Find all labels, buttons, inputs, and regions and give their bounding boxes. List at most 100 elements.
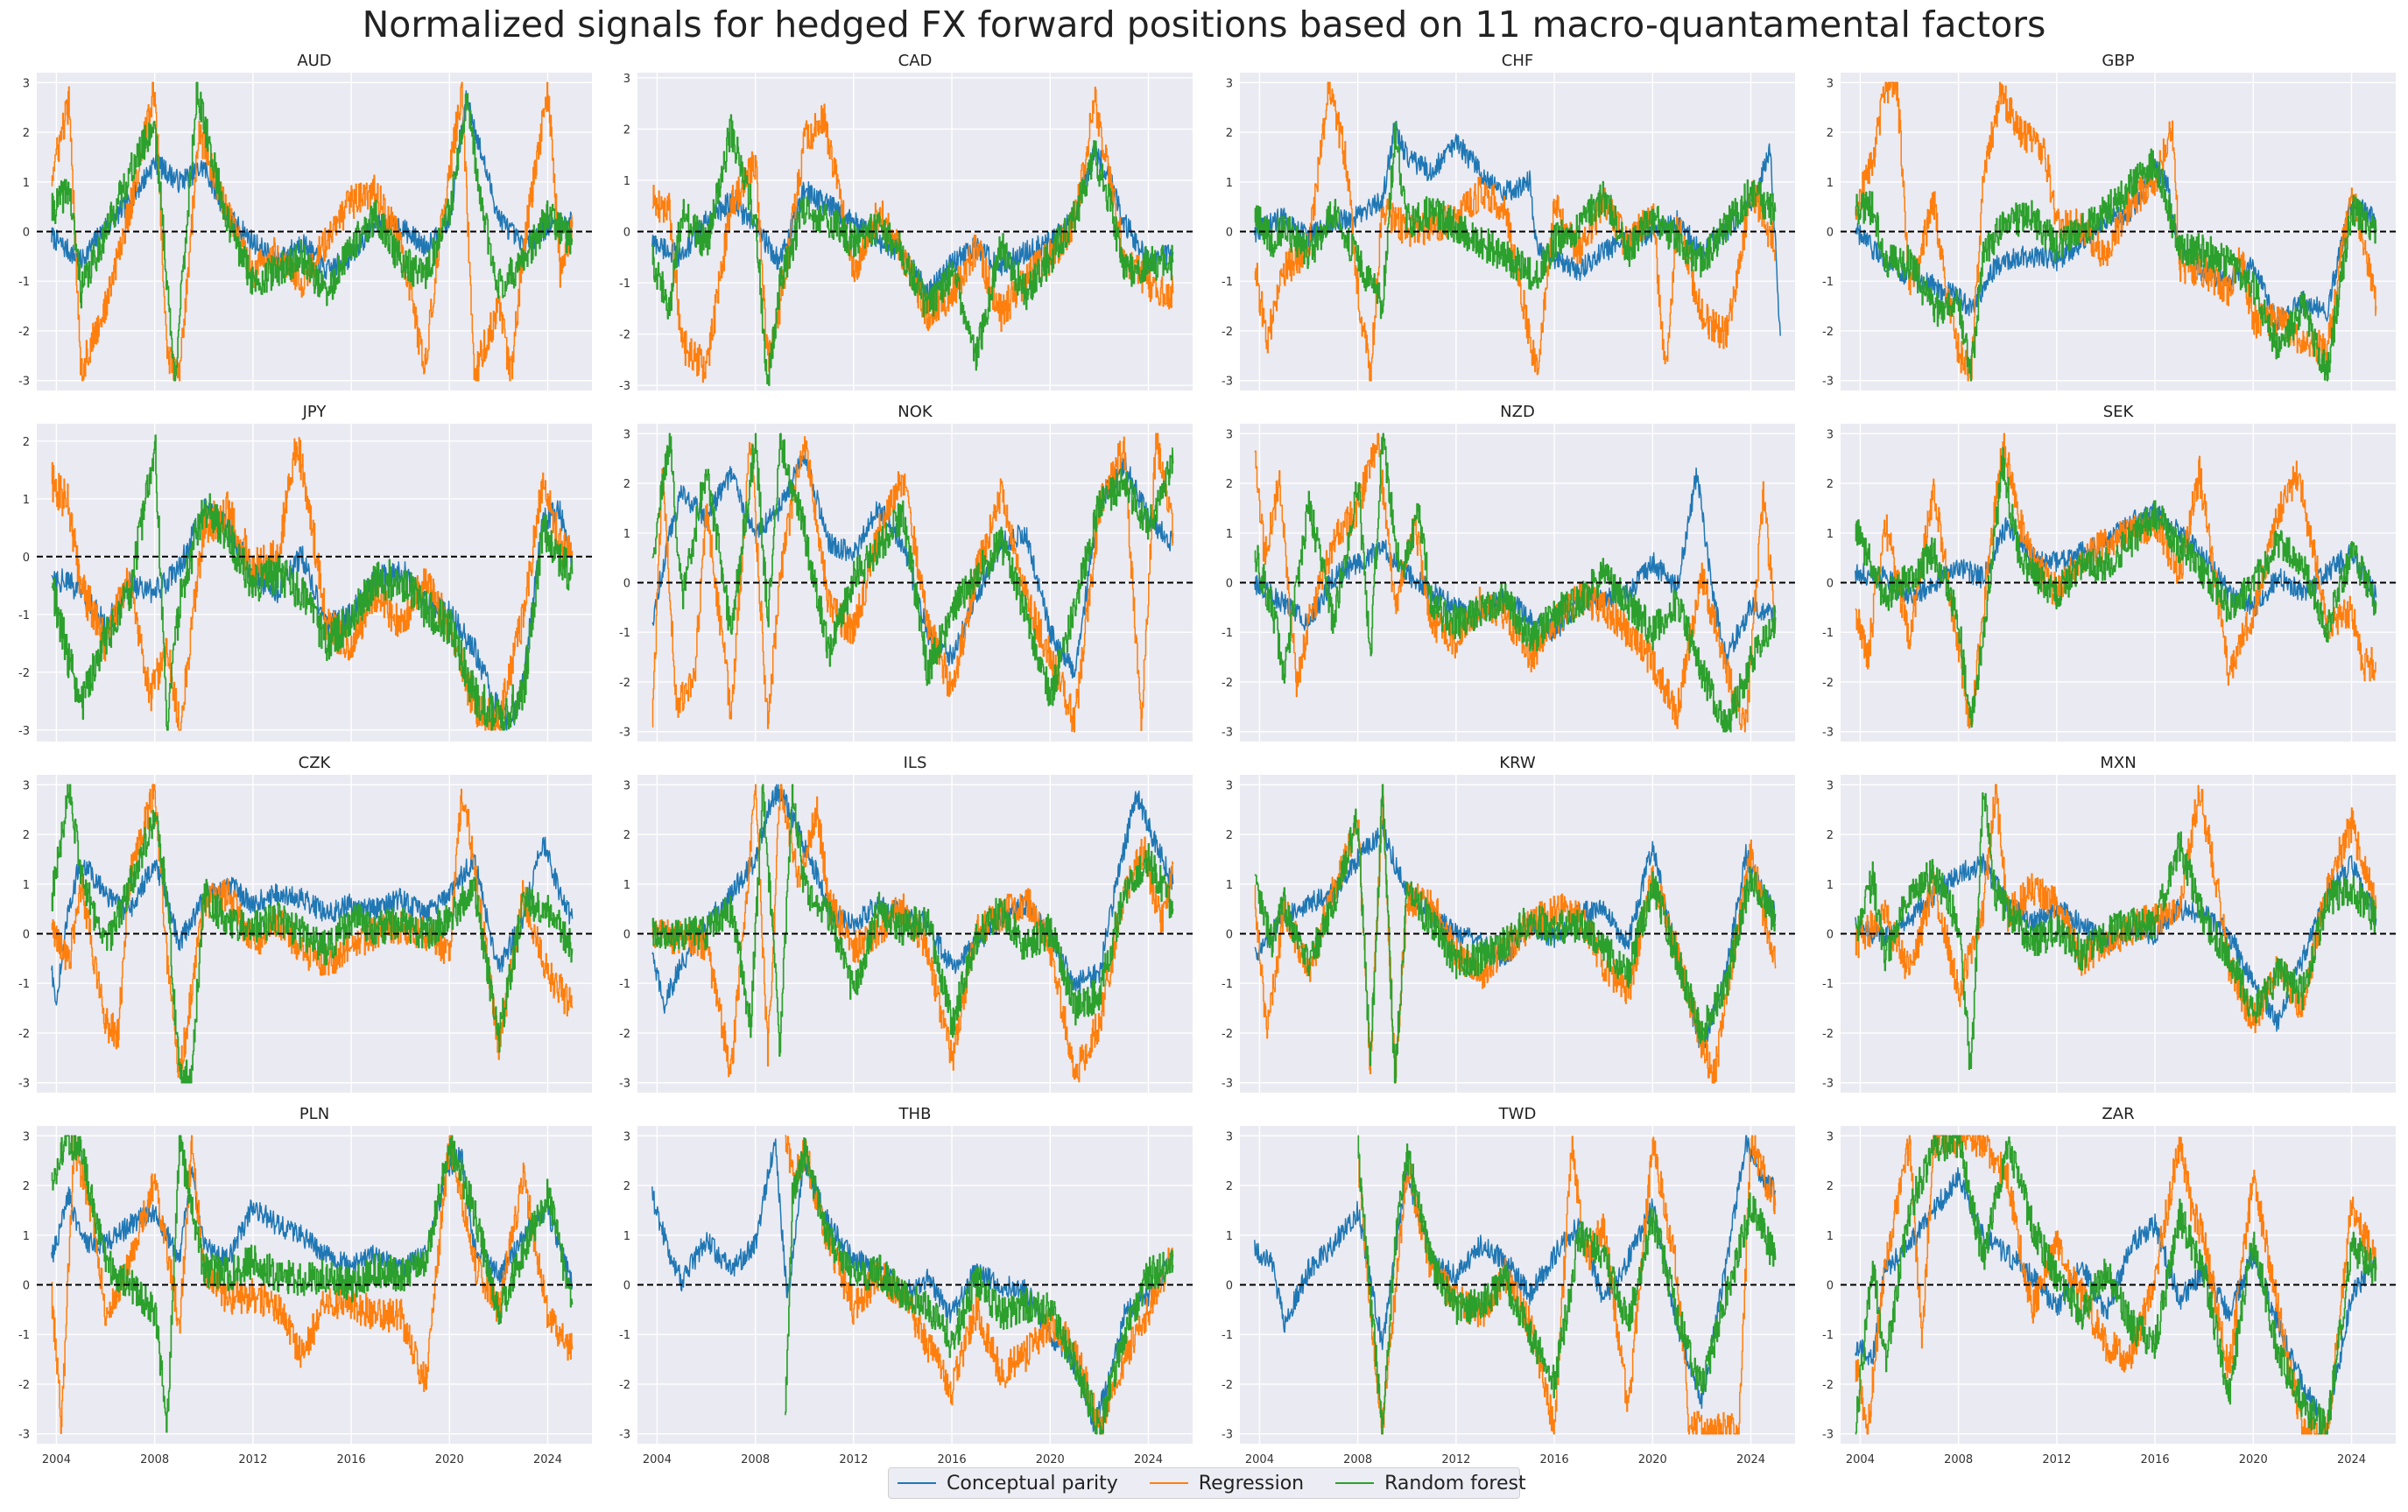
y-tick-label: -1	[1222, 978, 1233, 991]
panel-krw: 3 2 1 0 -1 -2 -3 KRW	[1222, 754, 1795, 1093]
y-tick-label: 1	[1226, 879, 1233, 892]
series-line-conceptual-parity	[51, 836, 574, 1006]
y-tick-label: 1	[23, 879, 30, 892]
x-tick-label: 2004	[1245, 1453, 1274, 1466]
y-tick-label: -2	[619, 1028, 630, 1041]
y-tick-label: 0	[23, 552, 30, 565]
series-line-random-forest	[1357, 1135, 1777, 1435]
series-line-random-forest	[651, 114, 1174, 386]
series-line-regression	[1357, 1135, 1777, 1435]
legend-swatch-regression	[1149, 1482, 1188, 1484]
y-tick-label: 2	[1827, 478, 1834, 491]
y-tick-label: 0	[23, 1280, 30, 1293]
y-tick-label: -3	[1822, 727, 1834, 740]
x-tick-label: 2012	[2042, 1453, 2071, 1466]
y-tick-label: 2	[623, 123, 630, 137]
y-tick-label: -1	[18, 609, 30, 622]
y-tick-label: -1	[1822, 1329, 1834, 1342]
y-tick-label: 1	[23, 1230, 30, 1243]
x-tick-label: 2016	[1540, 1453, 1569, 1466]
y-tick-label: 3	[1827, 779, 1834, 792]
x-tick-label: 2024	[533, 1453, 562, 1466]
y-tick-label: 2	[1226, 478, 1233, 491]
series-line-conceptual-parity	[51, 498, 574, 731]
legend-item-random-forest: Random forest	[1335, 1472, 1526, 1494]
panel-title: PLN	[299, 1105, 329, 1123]
legend-swatch-random-forest	[1335, 1482, 1375, 1484]
series-line-random-forest	[1855, 1135, 2377, 1435]
x-tick-label: 2020	[435, 1453, 464, 1466]
panel-title: TWD	[1498, 1105, 1537, 1123]
x-tick-label: 2004	[1846, 1453, 1875, 1466]
y-tick-label: -1	[1822, 978, 1834, 991]
y-tick-label: -1	[619, 1329, 630, 1342]
y-tick-label: 0	[1226, 578, 1233, 591]
y-tick-label: 2	[1226, 127, 1233, 140]
y-tick-label: 3	[1226, 428, 1233, 441]
series-line-random-forest	[1855, 447, 2377, 728]
panel-czk: 3 2 1 0 -1 -2 -3 CZK	[18, 754, 592, 1093]
y-tick-label: -3	[18, 376, 30, 389]
series-line-regression	[651, 433, 1174, 733]
y-tick-label: 1	[23, 494, 30, 507]
series-line-random-forest	[785, 1137, 1174, 1435]
panel-sek: 3 2 1 0 -1 -2 -3 SEK	[1822, 403, 2396, 742]
panel-zar: 3 2 1 0 -1 -2 -3 ZAR 2004 2008 2012 2016 2020 2024	[1822, 1105, 2396, 1466]
y-tick-label: -3	[1222, 1429, 1233, 1442]
x-tick-label: 2024	[2337, 1453, 2366, 1466]
y-tick-label: -3	[18, 1429, 30, 1442]
y-tick-label: -2	[1822, 1028, 1834, 1041]
y-tick-label: -3	[619, 727, 630, 740]
y-tick-label: 1	[23, 177, 30, 190]
y-tick-label: 2	[1827, 829, 1834, 842]
y-tick-label: -1	[619, 627, 630, 640]
y-tick-label: -1	[619, 978, 630, 991]
y-tick-label: 0	[623, 1280, 630, 1293]
y-tick-label: 0	[1827, 578, 1834, 591]
y-tick-label: 3	[23, 779, 30, 792]
y-tick-label: -2	[619, 1379, 630, 1392]
panel-title: NZD	[1500, 403, 1535, 421]
y-tick-label: -1	[1222, 276, 1233, 289]
y-tick-label: -1	[619, 278, 630, 291]
y-tick-label: -1	[1822, 276, 1834, 289]
y-tick-label: 2	[23, 829, 30, 842]
y-tick-label: -2	[1822, 326, 1834, 339]
y-tick-label: 2	[1827, 1180, 1834, 1193]
y-tick-label: -2	[18, 1379, 30, 1392]
y-tick-label: 3	[23, 77, 30, 90]
y-tick-label: -2	[1222, 677, 1233, 690]
x-tick-label: 2008	[1944, 1453, 1973, 1466]
panel-title: NOK	[898, 403, 933, 421]
panel-chf: 3 2 1 0 -1 -2 -3 CHF	[1222, 52, 1795, 390]
panel-cad: 3 2 1 0 -1 -2 -3 CAD	[619, 52, 1193, 393]
y-tick-label: -3	[1822, 1429, 1834, 1442]
legend-label-random-forest: Random forest	[1384, 1472, 1526, 1494]
panel-title: JPY	[302, 403, 327, 421]
x-tick-label: 2016	[2141, 1453, 2170, 1466]
panel-ils: 3 2 1 0 -1 -2 -3 ILS	[619, 754, 1193, 1093]
y-tick-label: 2	[623, 478, 630, 491]
y-tick-label: -3	[1222, 727, 1233, 740]
y-tick-label: 3	[623, 779, 630, 792]
y-tick-label: 0	[623, 578, 630, 591]
y-tick-label: -3	[1822, 1078, 1834, 1091]
y-tick-label: -3	[18, 1078, 30, 1091]
panel-title: CAD	[898, 52, 933, 70]
y-tick-label: -2	[1822, 677, 1834, 690]
legend-label-regression: Regression	[1198, 1472, 1305, 1494]
series-line-regression	[1855, 433, 2377, 729]
chart-title: Normalized signals for hedged FX forward…	[362, 4, 2046, 46]
y-tick-label: -3	[1822, 376, 1834, 389]
y-tick-label: -2	[18, 1028, 30, 1041]
legend-swatch-conceptual-parity	[898, 1482, 936, 1484]
y-tick-label: 3	[1827, 428, 1834, 441]
y-tick-label: 2	[623, 1180, 630, 1193]
panel-title: MXN	[2100, 754, 2136, 772]
panel-nzd: 3 2 1 0 -1 -2 -3 NZD	[1222, 403, 1795, 742]
y-tick-label: -2	[619, 329, 630, 342]
y-tick-label: 2	[1226, 1180, 1233, 1193]
legend: Conceptual parity Regression Random fore…	[888, 1467, 1526, 1499]
y-tick-label: 2	[623, 829, 630, 842]
y-tick-label: 3	[623, 73, 630, 86]
